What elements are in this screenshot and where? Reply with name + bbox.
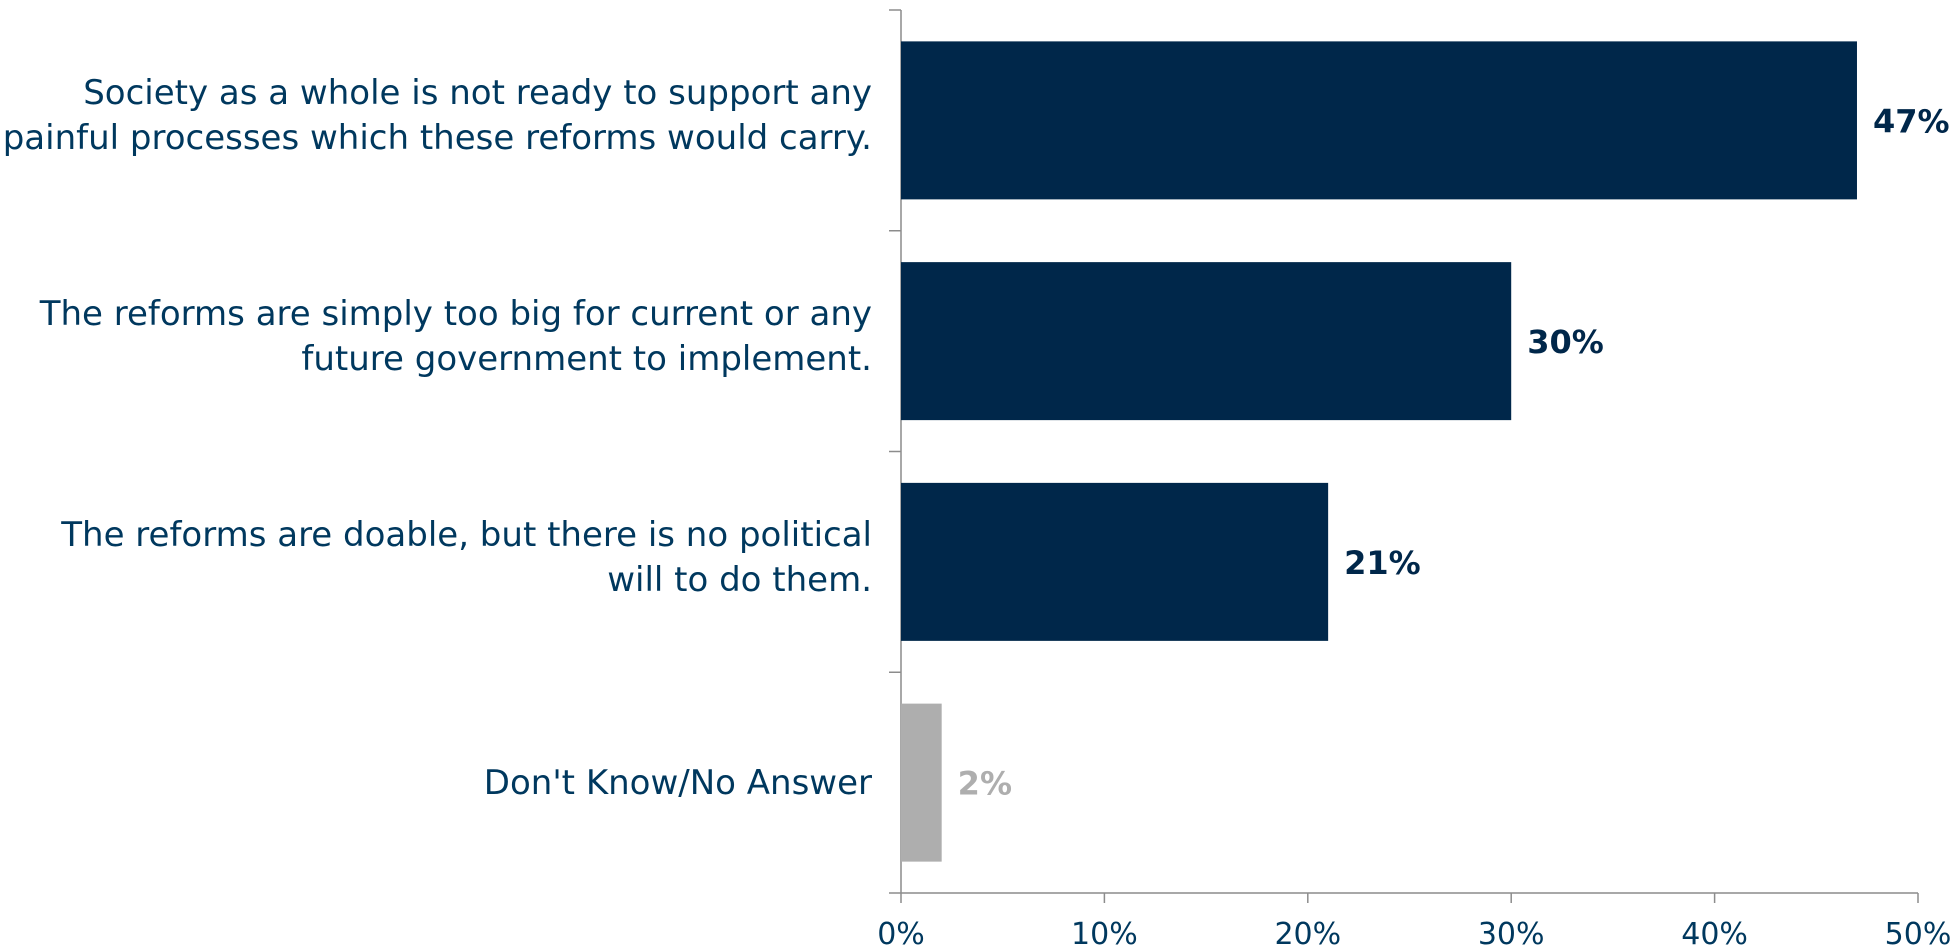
bar xyxy=(901,482,1329,641)
category-label-line: The reforms are doable, but there is no … xyxy=(61,514,872,555)
category-label-line: future government to implement. xyxy=(301,339,872,380)
category-label: Don't Know/No Answer xyxy=(0,761,872,806)
x-tick-label: 50% xyxy=(1885,917,1952,947)
category-label-line: will to do them. xyxy=(607,559,872,600)
x-tick-label: 30% xyxy=(1478,917,1545,947)
data-label: 2% xyxy=(958,765,1012,803)
category-label: The reforms are doable, but there is no … xyxy=(0,513,872,603)
category-label-line: The reforms are simply too big for curre… xyxy=(39,294,872,335)
category-label-line: painful processes which these reforms wo… xyxy=(2,118,872,159)
x-tick-label: 40% xyxy=(1681,917,1748,947)
category-label: Society as a whole is not ready to suppo… xyxy=(0,71,872,161)
bar xyxy=(901,41,1857,200)
x-tick-label: 10% xyxy=(1071,917,1138,947)
data-label: 30% xyxy=(1527,323,1604,361)
bar xyxy=(901,262,1512,421)
x-tick-label: 20% xyxy=(1274,917,1341,947)
bar xyxy=(901,703,942,862)
x-tick-label: 0% xyxy=(877,917,925,947)
data-label: 47% xyxy=(1873,102,1950,140)
data-label: 21% xyxy=(1344,544,1421,582)
category-label: The reforms are simply too big for curre… xyxy=(0,292,872,382)
category-label-line: Society as a whole is not ready to suppo… xyxy=(83,73,872,114)
category-label-line: Don't Know/No Answer xyxy=(483,763,872,804)
